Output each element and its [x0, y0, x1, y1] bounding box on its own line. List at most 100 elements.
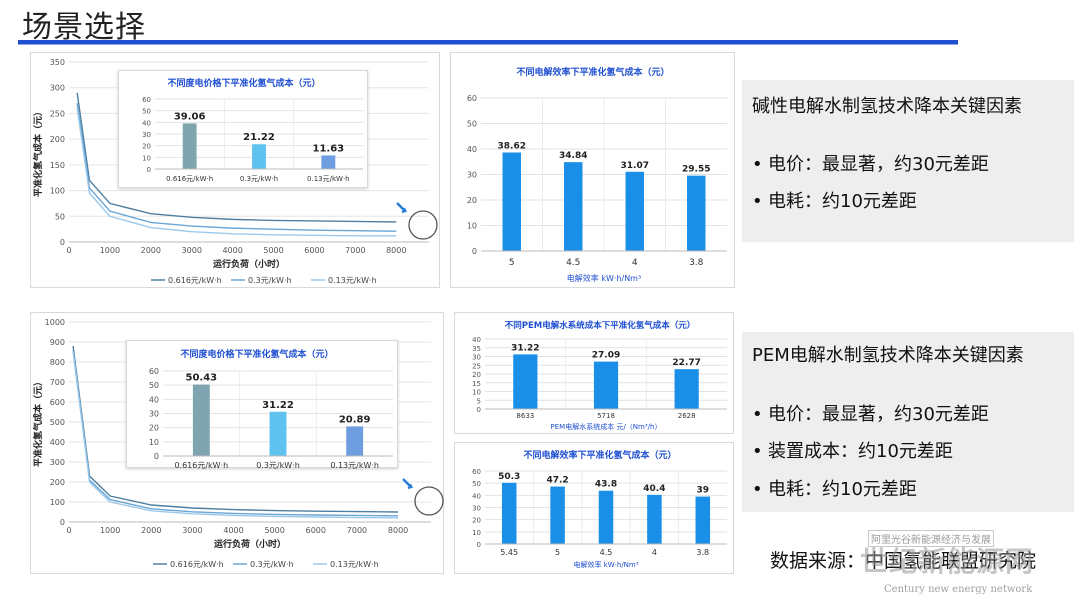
- y-tick-label: 20: [472, 517, 481, 525]
- pem-eff-panel: 不同电解效率下平准化氢气成本（元） 0 10 20 30 40 50 60 50.3 5.45 47…: [454, 442, 734, 574]
- y-tick-label: 20: [472, 371, 481, 379]
- bar: [269, 411, 287, 456]
- x-tick-label: 4: [632, 258, 638, 268]
- x-tick-label: 5: [509, 258, 515, 268]
- y-tick-label: 30: [472, 354, 481, 362]
- bar: [182, 123, 197, 169]
- y-tick-label: 0: [60, 238, 65, 247]
- y-tick-label: 0: [154, 452, 159, 461]
- y-tick-label: 30: [149, 410, 159, 419]
- alk-price-panel: 不同度电价格下平准化氢气成本（元） 0 10 20 30 40 50 60 39.06 0.616…: [118, 70, 368, 188]
- y-axis-label: 平准化氢气成本（元）: [32, 107, 44, 197]
- chart-title: 不同电解效率下平准化氢气成本（元）: [523, 449, 676, 461]
- x-axis-label: PEM电解水系统成本 元/（Nm³/h）: [551, 422, 662, 431]
- legend-entry: 0.13元/kW·h: [328, 276, 377, 285]
- y-tick-label: 40: [149, 395, 159, 404]
- x-tick-label: 6000: [304, 246, 324, 255]
- legend-entry: 0.616元/kW·h: [170, 560, 224, 569]
- pem-factors-heading: PEM电解水制氢技术降本关键因素: [752, 345, 1024, 366]
- y-tick-label: 40: [472, 492, 481, 500]
- pem-cost-panel: 不同PEM电解水系统成本下平准化氢气成本（元） 0 5 10 15 20 25 30 35 40 3…: [454, 312, 734, 434]
- x-tick-label: 0.13元/kW·h: [307, 175, 350, 183]
- bar: [192, 384, 210, 456]
- y-tick-label: 0: [477, 541, 481, 549]
- x-tick-label: 4000: [223, 526, 243, 535]
- legend-entry: 0.616元/kW·h: [168, 276, 222, 285]
- y-tick-label: 700: [50, 378, 65, 387]
- x-tick-label: 5718: [597, 412, 615, 420]
- chart-title: 不同度电价格下平准化氢气成本（元）: [167, 77, 320, 89]
- pem-price-panel: 不同度电价格下平准化氢气成本（元） 0 10 20 30 40 50 60 50.43 0.616…: [126, 340, 398, 470]
- y-tick-label: 350: [50, 58, 65, 67]
- y-tick-label: 300: [50, 84, 65, 93]
- series-line: [76, 108, 397, 237]
- series-line: [72, 351, 399, 519]
- y-tick-label: 0: [477, 406, 481, 414]
- y-tick-label: 40: [467, 145, 477, 154]
- alk-factors-box: [742, 80, 1074, 242]
- y-tick-label: 25: [472, 362, 481, 370]
- series-line: [76, 103, 397, 232]
- x-tick-label: 7000: [345, 246, 365, 255]
- data-label: 40.4: [643, 484, 665, 494]
- y-tick-label: 10: [142, 154, 151, 162]
- bar: [625, 171, 644, 251]
- y-tick-label: 10: [472, 529, 481, 537]
- data-label: 11.63: [313, 143, 345, 154]
- data-label: 38.62: [498, 142, 526, 152]
- x-tick-label: 0: [66, 526, 71, 535]
- bar: [513, 354, 538, 409]
- y-tick-label: 60: [467, 94, 477, 103]
- bar: [695, 496, 711, 544]
- y-tick-label: 30: [467, 171, 477, 180]
- y-tick-label: 40: [142, 119, 151, 127]
- y-tick-label: 200: [50, 478, 65, 487]
- x-tick-label: 8000: [386, 246, 406, 255]
- x-tick-label: 7000: [347, 526, 367, 535]
- x-tick-label: 3000: [182, 526, 202, 535]
- y-tick-label: 500: [50, 418, 65, 427]
- y-tick-label: 20: [149, 424, 159, 433]
- legend-entry: 0.3元/kW·h: [250, 560, 294, 569]
- arrow-icon: [402, 478, 414, 490]
- data-label: 43.8: [595, 480, 617, 490]
- y-tick-label: 0: [60, 518, 65, 527]
- watermark-en: Century new energy network: [884, 584, 1033, 595]
- series-line: [72, 345, 399, 513]
- bar: [687, 175, 706, 251]
- y-tick-label: 100: [50, 498, 65, 507]
- y-tick-label: 40: [472, 336, 481, 344]
- x-tick-label: 0.616元/kW·h: [166, 175, 213, 183]
- highlight-circle: [408, 210, 438, 240]
- y-tick-label: 200: [50, 135, 65, 144]
- y-tick-label: 5: [477, 397, 481, 405]
- pem-factors-box: [742, 332, 1074, 512]
- data-label: 21.22: [243, 132, 275, 143]
- bar: [647, 494, 662, 544]
- bar: [501, 482, 517, 544]
- x-tick-label: 5000: [263, 246, 283, 255]
- y-tick-label: 60: [142, 96, 151, 104]
- x-tick-label: 2628: [678, 412, 696, 420]
- bar: [252, 144, 266, 169]
- x-tick-label: 1000: [100, 526, 120, 535]
- x-tick-label: 5000: [265, 526, 285, 535]
- y-tick-label: 50: [149, 381, 159, 390]
- y-tick-label: 300: [50, 458, 65, 467]
- bar: [674, 369, 699, 409]
- x-tick-label: 5: [555, 548, 560, 557]
- y-axis-label: 平准化氢气成本（元）: [32, 377, 44, 467]
- data-label: 50.43: [186, 373, 218, 384]
- x-axis-label: 运行负荷（小时）: [214, 538, 286, 550]
- alk-eff-chart: 不同电解效率下平准化氢气成本（元） 0 10 20 30 40 50 60 38.62 5 34.8…: [467, 66, 727, 283]
- x-tick-label: 5.45: [500, 548, 518, 557]
- alk-factors-heading: 碱性电解水制氢技术降本关键因素: [752, 96, 1022, 117]
- bar: [502, 152, 521, 251]
- y-tick-label: 60: [149, 367, 159, 376]
- data-label: 39: [697, 486, 710, 496]
- x-tick-label: 4.5: [566, 258, 580, 268]
- page-title: 场景选择: [22, 10, 146, 45]
- y-tick-label: 50: [142, 108, 151, 116]
- y-tick-label: 150: [50, 161, 65, 170]
- bar: [598, 490, 614, 544]
